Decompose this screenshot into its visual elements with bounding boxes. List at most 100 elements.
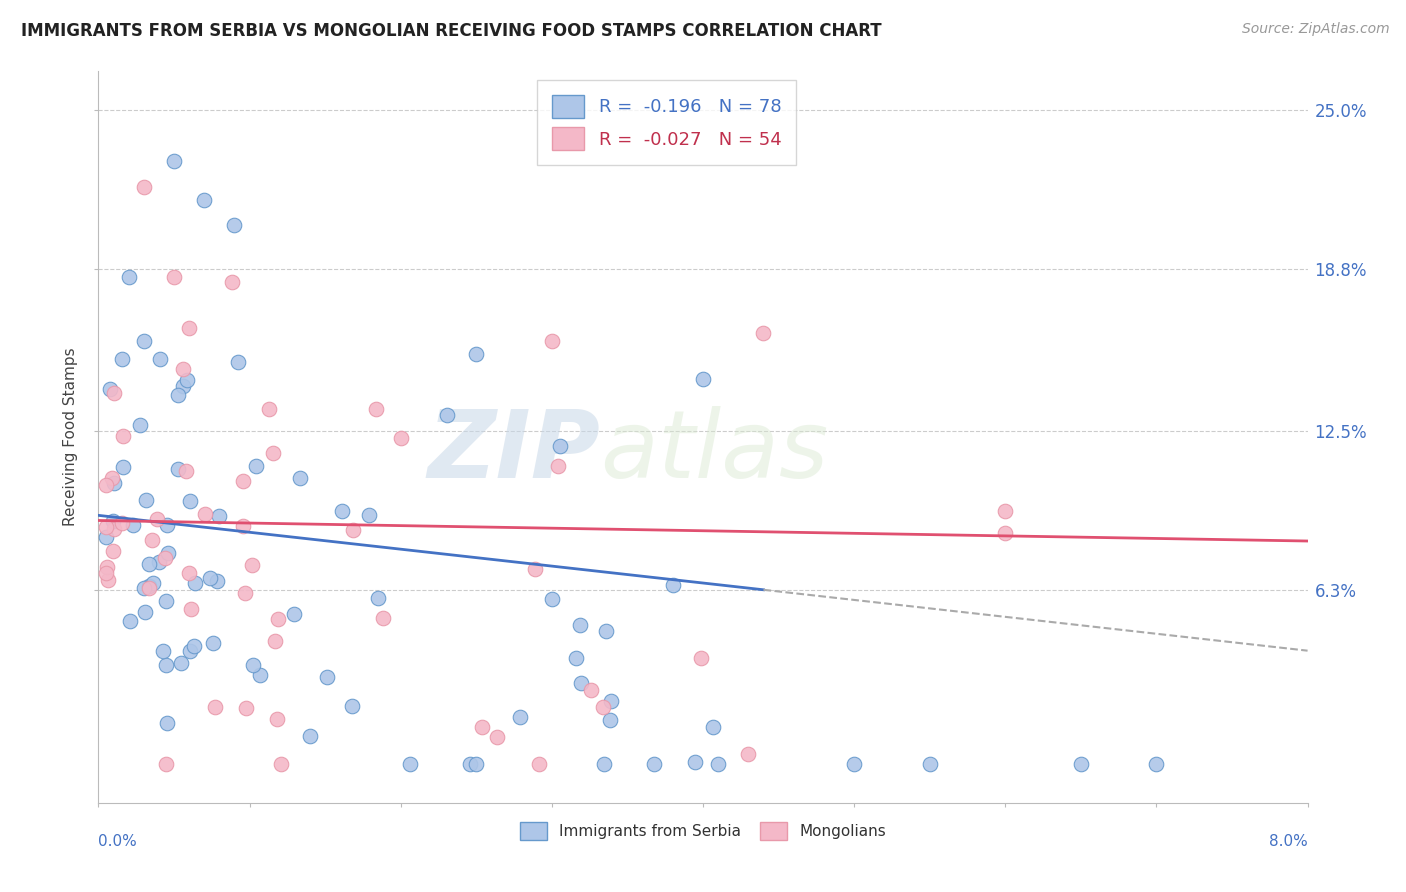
Point	[264, 633, 287, 648]
Point	[138, 557, 160, 571]
Point	[194, 508, 217, 522]
Point	[155, 658, 177, 673]
Point	[994, 504, 1017, 518]
Point	[844, 757, 866, 772]
Text: IMMIGRANTS FROM SERBIA VS MONGOLIAN RECEIVING FOOD STAMPS CORRELATION CHART: IMMIGRANTS FROM SERBIA VS MONGOLIAN RECE…	[21, 22, 882, 40]
Point	[465, 346, 488, 360]
Point	[205, 574, 228, 588]
Point	[172, 378, 194, 392]
Point	[465, 757, 488, 772]
Point	[690, 651, 713, 665]
Point	[471, 720, 494, 734]
Point	[111, 459, 134, 474]
Point	[94, 520, 117, 534]
Point	[111, 351, 134, 366]
Point	[249, 668, 271, 682]
Text: 8.0%: 8.0%	[1268, 834, 1308, 848]
Point	[581, 682, 603, 697]
Point	[180, 602, 202, 616]
Point	[153, 551, 176, 566]
Point	[155, 716, 177, 731]
Point	[170, 656, 193, 670]
Point	[132, 334, 155, 348]
Point	[565, 650, 588, 665]
Point	[994, 526, 1017, 541]
Point	[342, 523, 364, 537]
Point	[737, 747, 759, 762]
Point	[592, 700, 614, 714]
Point	[527, 757, 550, 772]
Point	[752, 326, 775, 340]
Point	[524, 562, 547, 576]
Point	[1146, 757, 1168, 772]
Point	[262, 446, 284, 460]
Point	[707, 757, 730, 772]
Point	[692, 372, 714, 386]
Point	[138, 579, 160, 593]
Text: Source: ZipAtlas.com: Source: ZipAtlas.com	[1241, 22, 1389, 37]
Point	[399, 757, 422, 772]
Point	[198, 571, 221, 585]
Point	[224, 219, 246, 233]
Legend: Immigrants from Serbia, Mongolians: Immigrants from Serbia, Mongolians	[513, 815, 893, 847]
Point	[547, 458, 569, 473]
Point	[267, 612, 290, 626]
Point	[235, 701, 257, 715]
Point	[157, 546, 180, 560]
Point	[94, 530, 117, 544]
Point	[270, 757, 292, 772]
Point	[208, 508, 231, 523]
Point	[141, 533, 163, 548]
Point	[283, 607, 305, 621]
Point	[118, 269, 141, 284]
Point	[232, 475, 254, 489]
Point	[1070, 757, 1092, 772]
Point	[245, 458, 267, 473]
Text: ZIP: ZIP	[427, 406, 600, 498]
Point	[592, 757, 614, 772]
Point	[97, 573, 120, 587]
Point	[242, 658, 264, 673]
Point	[702, 720, 724, 734]
Point	[118, 615, 141, 629]
Point	[316, 670, 339, 684]
Point	[595, 624, 617, 639]
Point	[541, 592, 564, 607]
Point	[202, 636, 225, 650]
Point	[177, 566, 200, 580]
Point	[129, 417, 152, 432]
Point	[184, 576, 207, 591]
Point	[299, 729, 322, 743]
Point	[94, 566, 117, 580]
Point	[918, 757, 941, 772]
Point	[111, 516, 134, 530]
Point	[485, 730, 508, 744]
Point	[174, 464, 197, 478]
Point	[569, 617, 592, 632]
Point	[103, 514, 125, 528]
Point	[436, 409, 458, 423]
Point	[330, 504, 353, 518]
Point	[132, 179, 155, 194]
Y-axis label: Receiving Food Stamps: Receiving Food Stamps	[63, 348, 79, 526]
Point	[149, 351, 172, 366]
Point	[138, 581, 160, 595]
Point	[98, 382, 121, 396]
Text: atlas: atlas	[600, 406, 828, 497]
Point	[166, 461, 188, 475]
Point	[367, 591, 389, 605]
Point	[163, 269, 186, 284]
Point	[221, 275, 243, 289]
Point	[94, 478, 117, 492]
Point	[179, 644, 201, 658]
Point	[172, 361, 194, 376]
Point	[103, 522, 125, 536]
Point	[509, 710, 531, 724]
Point	[342, 698, 364, 713]
Point	[183, 640, 205, 654]
Point	[226, 354, 249, 368]
Point	[458, 757, 481, 772]
Point	[389, 431, 412, 445]
Point	[142, 576, 165, 591]
Point	[134, 605, 156, 619]
